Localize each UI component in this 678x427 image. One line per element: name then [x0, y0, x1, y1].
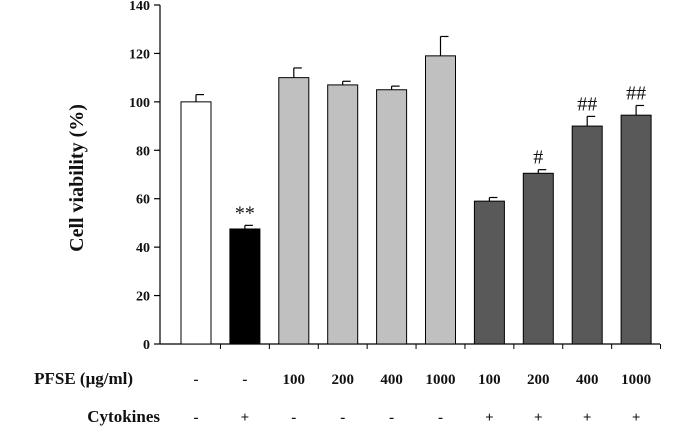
bar: [229, 228, 261, 345]
cytokines-row-label: Cytokines: [87, 407, 160, 426]
bar: [278, 77, 310, 345]
y-tick-label: 100: [129, 96, 150, 111]
bar: [522, 172, 554, 345]
pfse-dose-label: 200: [527, 372, 550, 388]
y-tick-label: 80: [136, 144, 150, 159]
bar: [180, 101, 212, 345]
pfse-dose-label: 100: [283, 372, 306, 388]
bar: [425, 55, 456, 345]
significance-label: ##: [577, 93, 597, 115]
cytokines-label: +: [241, 410, 250, 426]
y-tick-label: 0: [143, 338, 150, 353]
y-tick-label: 120: [129, 47, 150, 62]
bar: [620, 114, 652, 345]
pfse-dose-label: 400: [576, 372, 599, 388]
pfse-dose-label: 200: [331, 372, 354, 388]
pfse-dose-label: 400: [380, 372, 403, 388]
cytokines-label: +: [583, 410, 592, 426]
cytokines-label: -: [194, 410, 199, 426]
cytokines-label: +: [534, 410, 543, 426]
significance-label: **: [235, 202, 255, 224]
bar: [376, 89, 408, 345]
significance-annotations: **### ##: [235, 82, 646, 224]
significance-label: #: [533, 147, 543, 169]
bars: [180, 35, 662, 349]
pfse-dose-label: 100: [478, 372, 501, 388]
cytokines-label: -: [340, 410, 345, 426]
pfse-dose-label: 1000: [621, 372, 651, 388]
condition-rows: - - - +100 - 200 - 400 - 1000 - 100 +200 +400 +1000 +: [194, 372, 652, 426]
bar: [571, 125, 603, 345]
bar: [327, 84, 359, 345]
y-tick-label: 20: [136, 290, 150, 305]
y-tick-label: 60: [136, 193, 150, 208]
pfse-row-label: PFSE (μg/ml): [34, 369, 133, 388]
y-tick-label: 140: [129, 0, 150, 14]
cytokines-label: -: [291, 410, 296, 426]
pfse-dose-label: 1000: [426, 372, 456, 388]
y-tick-label: 40: [136, 241, 150, 256]
cytokines-label: -: [438, 410, 443, 426]
significance-label: ##: [626, 82, 646, 104]
cytokines-label: +: [632, 410, 641, 426]
cytokines-label: +: [485, 410, 494, 426]
bar: [473, 200, 505, 345]
pfse-dose-label: -: [194, 372, 199, 388]
cytokines-label: -: [389, 410, 394, 426]
y-axis-title: Cell viability (%): [66, 104, 88, 252]
pfse-dose-label: -: [242, 372, 247, 388]
